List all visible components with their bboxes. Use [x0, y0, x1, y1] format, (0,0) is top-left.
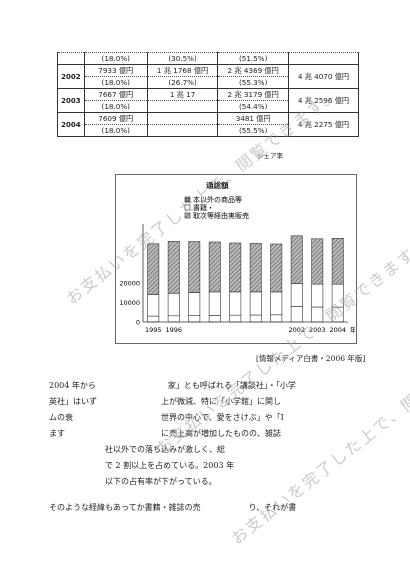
- bar-segment: [167, 315, 180, 323]
- bar-segment: [208, 315, 221, 323]
- table-cell: 2 兆 3179 億円: [217, 88, 289, 101]
- paragraph-line: そのような経緯もあってか書籍・雑誌の売 り、それが書: [49, 503, 297, 512]
- table-cell: 1 兆 1768 億円: [146, 64, 219, 77]
- year-cell: 2003: [57, 88, 85, 113]
- table-cell: [146, 112, 219, 125]
- x-tick-label: 2004: [330, 326, 347, 334]
- table-row: 2004 7609 億円 3481 億円 4 兆 2275 億円: [57, 112, 360, 137]
- bar-segment: [290, 235, 303, 284]
- bar-segment: [249, 243, 262, 293]
- table-cell: (18.0%): [83, 124, 148, 137]
- table-cell: 7609 億円: [83, 112, 148, 125]
- table-row: (18.0%) (26.7%) (55.3%): [58, 76, 359, 89]
- x-axis-suffix: 年: [350, 325, 355, 334]
- legend-item: 本以外の商品等: [184, 195, 242, 204]
- table-cell: 2 兆 4369 億円: [217, 64, 289, 77]
- total-cell: 4 兆 2275 億円: [287, 112, 360, 137]
- paragraph-line: 英社」はいず 上が微減、特に「小学館」に関し: [49, 397, 281, 406]
- bar-segment: [147, 243, 160, 295]
- y-tick-label: 10000: [119, 299, 140, 307]
- table-cell: [146, 100, 219, 113]
- svg-text:書籍・: 書籍・: [193, 203, 214, 212]
- table-cell: (18.0%): [83, 76, 148, 89]
- bar-segment: [270, 243, 283, 293]
- paragraph-line: 以下の占有率が下がっている。: [49, 477, 217, 486]
- table-note: シェア率: [257, 152, 283, 160]
- total-cell: 4 兆 4070 億円: [287, 64, 360, 89]
- y-tick-label: 20000: [119, 279, 140, 287]
- table-row: (18.0%) (55.5%): [58, 124, 359, 137]
- bar-segment: [229, 291, 242, 316]
- table-cell: (18.0%): [83, 100, 148, 113]
- year-cell: 2002: [57, 64, 85, 89]
- bar-segment: [208, 241, 221, 293]
- table-row: 2003 7667 億円 1 兆 17 2 兆 3179 億円 4 兆 2596…: [57, 88, 360, 113]
- bar-segment: [311, 283, 324, 308]
- bar-segment: [188, 292, 201, 316]
- bar-segment: [147, 294, 160, 317]
- total-cell: 4 兆 2596 億円: [287, 88, 360, 113]
- bar-segment: [147, 315, 160, 323]
- table-cell: 1 兆 17: [146, 88, 219, 101]
- legend-item: 取次等経由実販売: [184, 211, 249, 220]
- table-row: (18.0%) (54.4%): [58, 100, 359, 113]
- table-cell: 7667 億円: [83, 88, 148, 101]
- bar-segment: [167, 241, 180, 294]
- bar-segment: [311, 238, 324, 285]
- paragraph-line: 社以外での落ち込みが激しく、総: [49, 445, 273, 454]
- year-cell: [57, 52, 85, 65]
- bar-segment: [208, 291, 221, 316]
- table-cell: (55.3%): [217, 76, 289, 89]
- x-tick-label: 2003: [309, 326, 326, 334]
- paragraph-line: ムの衰 世界の中心で、愛をさけぶ」や「I: [49, 413, 284, 422]
- bar-segment: [188, 315, 201, 323]
- table-cell: (54.4%): [217, 100, 289, 113]
- bar-segment: [188, 241, 201, 293]
- svg-text:本以外の商品等: 本以外の商品等: [193, 195, 242, 204]
- table-cell: (26.7%): [146, 76, 219, 89]
- market-share-table: (18.0%) (30.5%) (51.5%) 2002 7933 億円 1 兆…: [57, 52, 360, 137]
- source-citation: [情報メディア白書・2006 年版]: [256, 354, 366, 363]
- table-row: 2002 7933 億円 1 兆 1768 億円 2 兆 4369 億円 4 兆…: [57, 64, 360, 89]
- paragraph-line: ます に売上高が増加したものの、雑誌: [49, 429, 281, 438]
- x-tick-label: 1996: [166, 326, 183, 334]
- table-cell: (30.5%): [146, 52, 219, 65]
- total-cell: [287, 52, 360, 65]
- table-cell: [146, 124, 219, 137]
- bar-segment: [290, 283, 303, 307]
- bar-segment: [270, 291, 283, 316]
- bar-segment: [249, 291, 262, 316]
- paragraph-line: 2004 年から 家」とも呼ばれる「講談社」・「小学: [49, 381, 296, 390]
- bar-segment: [229, 242, 242, 293]
- x-tick-label: 2002: [289, 326, 306, 334]
- bar-segment: [249, 314, 262, 323]
- chart-title: 通総額: [206, 181, 229, 190]
- svg-text:取次等経由実販売: 取次等経由実販売: [193, 211, 249, 220]
- table-row: (18.0%) (30.5%) (51.5%): [57, 52, 360, 65]
- year-cell: 2004: [57, 112, 85, 137]
- bar-segment: [229, 314, 242, 323]
- paragraph-line: で 2 割以上を占めている。2003 年: [49, 461, 283, 470]
- y-tick-label: 0: [136, 319, 140, 327]
- table-cell: (51.5%): [217, 52, 289, 65]
- legend-item: 書籍・: [184, 203, 214, 212]
- table-cell: 7933 億円: [83, 64, 148, 77]
- table-cell: (55.5%): [217, 124, 289, 137]
- bar-segment: [167, 293, 180, 317]
- table-cell: (18.0%): [83, 52, 148, 65]
- bar-segment: [290, 306, 303, 323]
- bar-segment: [270, 314, 283, 323]
- bar-segment: [331, 237, 344, 285]
- x-tick-label: 1995: [145, 326, 162, 334]
